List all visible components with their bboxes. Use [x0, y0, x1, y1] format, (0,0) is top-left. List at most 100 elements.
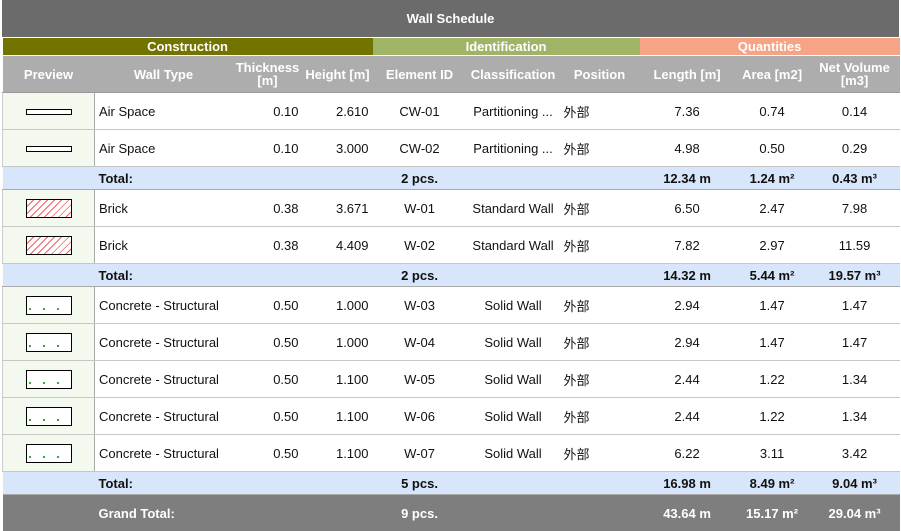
- element-id-cell: W-06: [373, 398, 467, 435]
- subtotal-label: Total:: [95, 472, 373, 495]
- area-cell: 2.97: [735, 227, 810, 264]
- aggregate-dot: [29, 382, 31, 384]
- subtotal-count: 2 pcs.: [373, 167, 467, 190]
- wall-type-cell: Concrete - Structural: [95, 398, 233, 435]
- thickness-cell: 0.10: [233, 93, 303, 130]
- net-volume-cell: 1.34: [810, 398, 900, 435]
- preview-cell: [3, 435, 95, 472]
- grand-total-volume: 29.04 m³: [810, 495, 900, 531]
- thickness-cell: 0.38: [233, 227, 303, 264]
- area-cell: 1.47: [735, 324, 810, 361]
- grand-total-spacer: [467, 495, 640, 531]
- wall-type-cell: Concrete - Structural: [95, 324, 233, 361]
- preview-cell: [3, 190, 95, 227]
- group-construction: Construction: [3, 38, 373, 56]
- net-volume-cell: 3.42: [810, 435, 900, 472]
- column-header-area[interactable]: Area [m2]: [735, 56, 810, 93]
- net-volume-cell: 11.59: [810, 227, 900, 264]
- column-header-classification[interactable]: Classification: [467, 56, 560, 93]
- aggregate-dot: [29, 345, 31, 347]
- classification-cell: Partitioning ...: [467, 130, 560, 167]
- element-id-cell: W-05: [373, 361, 467, 398]
- preview-cell: [3, 398, 95, 435]
- length-cell: 7.82: [640, 227, 735, 264]
- column-header-element-id[interactable]: Element ID: [373, 56, 467, 93]
- subtotal-spacer: [467, 472, 640, 495]
- brick-preview-icon: [26, 199, 72, 218]
- thickness-cell: 0.50: [233, 435, 303, 472]
- element-id-cell: CW-01: [373, 93, 467, 130]
- aggregate-dot: [57, 419, 59, 421]
- aggregate-dot: [29, 419, 31, 421]
- length-cell: 6.50: [640, 190, 735, 227]
- subtotal-spacer: [3, 167, 95, 190]
- thickness-cell: 0.10: [233, 130, 303, 167]
- aggregate-dot: [29, 308, 31, 310]
- aggregate-dot: [57, 382, 59, 384]
- column-header-height[interactable]: Height [m]: [303, 56, 373, 93]
- net-volume-cell: 0.14: [810, 93, 900, 130]
- column-header-preview[interactable]: Preview: [3, 56, 95, 93]
- position-cell: 外部: [560, 227, 640, 264]
- thickness-cell: 0.50: [233, 361, 303, 398]
- height-cell: 1.000: [303, 287, 373, 324]
- subtotal-spacer: [3, 472, 95, 495]
- subtotal-area: 1.24 m²: [735, 167, 810, 190]
- classification-cell: Solid Wall: [467, 324, 560, 361]
- position-cell: 外部: [560, 190, 640, 227]
- column-header-position[interactable]: Position: [560, 56, 640, 93]
- subtotal-length: 16.98 m: [640, 472, 735, 495]
- aggregate-dot: [43, 419, 45, 421]
- area-cell: 1.22: [735, 361, 810, 398]
- position-cell: 外部: [560, 435, 640, 472]
- subtotal-count: 5 pcs.: [373, 472, 467, 495]
- grand-total-label: Grand Total:: [95, 495, 373, 531]
- net-volume-cell: 1.47: [810, 324, 900, 361]
- column-header-length[interactable]: Length [m]: [640, 56, 735, 93]
- aggregate-dot: [43, 308, 45, 310]
- height-cell: 4.409: [303, 227, 373, 264]
- height-cell: 3.000: [303, 130, 373, 167]
- column-header-thickness[interactable]: Thickness [m]: [233, 56, 303, 93]
- height-cell: 1.100: [303, 435, 373, 472]
- wall-type-cell: Concrete - Structural: [95, 435, 233, 472]
- length-cell: 4.98: [640, 130, 735, 167]
- net-volume-cell: 1.47: [810, 287, 900, 324]
- subtotal-area: 8.49 m²: [735, 472, 810, 495]
- position-cell: 外部: [560, 361, 640, 398]
- area-cell: 1.47: [735, 287, 810, 324]
- concrete-preview-icon: [26, 444, 72, 463]
- column-header-net-volume[interactable]: Net Volume [m3]: [810, 56, 900, 93]
- subtotal-spacer: [467, 167, 640, 190]
- net-volume-cell: 7.98: [810, 190, 900, 227]
- classification-cell: Standard Wall: [467, 227, 560, 264]
- thickness-cell: 0.38: [233, 190, 303, 227]
- net-volume-cell: 1.34: [810, 361, 900, 398]
- height-cell: 1.100: [303, 361, 373, 398]
- subtotal-spacer: [467, 264, 640, 287]
- preview-cell: [3, 130, 95, 167]
- height-cell: 1.000: [303, 324, 373, 361]
- position-cell: 外部: [560, 398, 640, 435]
- element-id-cell: W-03: [373, 287, 467, 324]
- concrete-preview-icon: [26, 296, 72, 315]
- element-id-cell: W-01: [373, 190, 467, 227]
- column-header-wall-type[interactable]: Wall Type: [95, 56, 233, 93]
- concrete-preview-icon: [26, 333, 72, 352]
- area-cell: 3.11: [735, 435, 810, 472]
- preview-cell: [3, 227, 95, 264]
